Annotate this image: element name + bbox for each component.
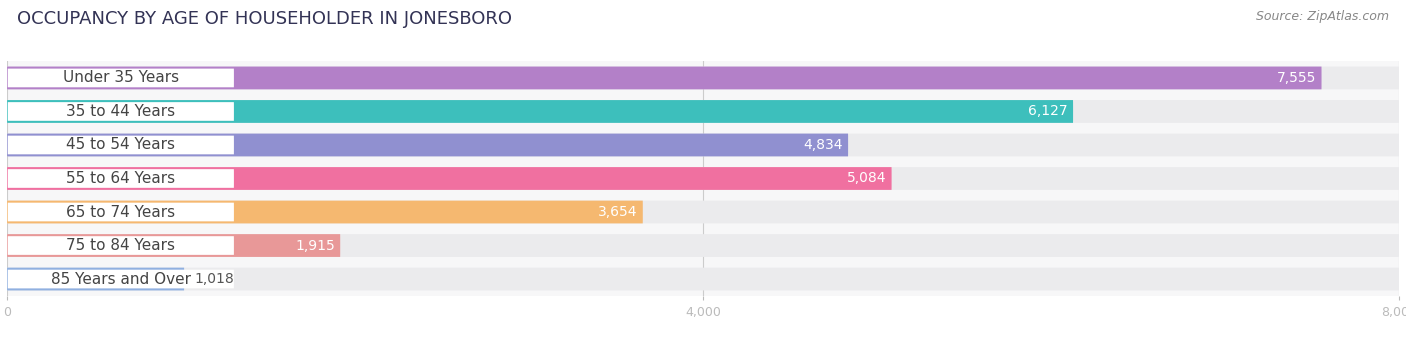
FancyBboxPatch shape <box>7 268 1399 290</box>
FancyBboxPatch shape <box>7 134 848 156</box>
Text: 1,018: 1,018 <box>194 272 235 286</box>
Text: 55 to 64 Years: 55 to 64 Years <box>66 171 176 186</box>
Text: Under 35 Years: Under 35 Years <box>63 70 179 85</box>
FancyBboxPatch shape <box>7 169 233 188</box>
Text: 65 to 74 Years: 65 to 74 Years <box>66 205 176 220</box>
FancyBboxPatch shape <box>7 67 1322 89</box>
FancyBboxPatch shape <box>7 234 340 257</box>
FancyBboxPatch shape <box>7 234 1399 257</box>
Text: 1,915: 1,915 <box>295 239 335 253</box>
Text: OCCUPANCY BY AGE OF HOUSEHOLDER IN JONESBORO: OCCUPANCY BY AGE OF HOUSEHOLDER IN JONES… <box>17 10 512 28</box>
FancyBboxPatch shape <box>7 67 1399 89</box>
Text: 7,555: 7,555 <box>1277 71 1316 85</box>
Text: 4,834: 4,834 <box>803 138 842 152</box>
FancyBboxPatch shape <box>7 69 233 87</box>
FancyBboxPatch shape <box>7 236 233 255</box>
FancyBboxPatch shape <box>7 201 643 223</box>
Text: 6,127: 6,127 <box>1028 104 1069 118</box>
Text: Source: ZipAtlas.com: Source: ZipAtlas.com <box>1256 10 1389 23</box>
FancyBboxPatch shape <box>7 268 184 290</box>
FancyBboxPatch shape <box>7 167 1399 190</box>
FancyBboxPatch shape <box>7 102 233 121</box>
FancyBboxPatch shape <box>7 203 233 221</box>
Text: 85 Years and Over: 85 Years and Over <box>51 272 191 287</box>
Text: 35 to 44 Years: 35 to 44 Years <box>66 104 176 119</box>
Text: 45 to 54 Years: 45 to 54 Years <box>66 137 176 152</box>
FancyBboxPatch shape <box>7 167 891 190</box>
FancyBboxPatch shape <box>7 134 1399 156</box>
Text: 75 to 84 Years: 75 to 84 Years <box>66 238 176 253</box>
FancyBboxPatch shape <box>7 136 233 154</box>
Text: 3,654: 3,654 <box>598 205 637 219</box>
FancyBboxPatch shape <box>7 270 233 288</box>
Text: 5,084: 5,084 <box>846 171 886 186</box>
FancyBboxPatch shape <box>7 100 1399 123</box>
FancyBboxPatch shape <box>7 201 1399 223</box>
FancyBboxPatch shape <box>7 100 1073 123</box>
